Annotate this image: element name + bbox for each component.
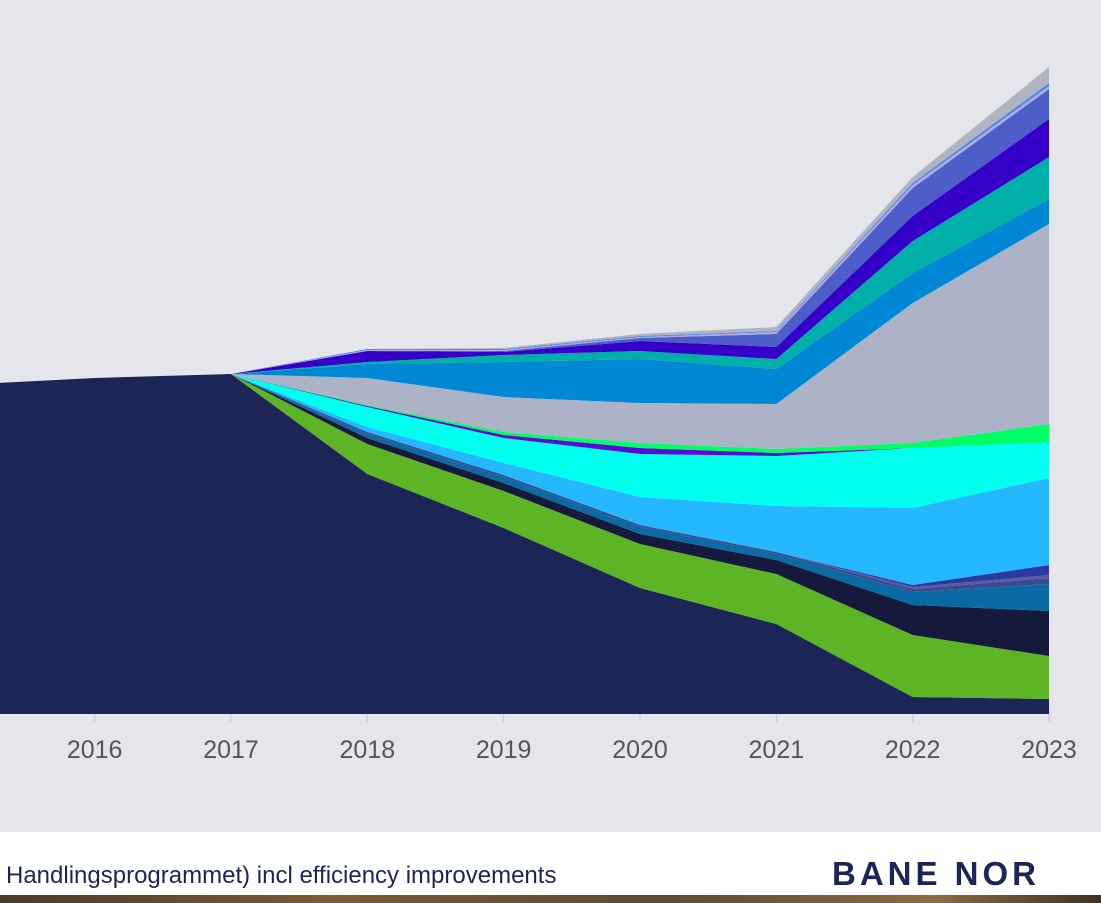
x-tick-label-2023: 2023 (1021, 736, 1077, 764)
footer: Handlingsprogrammet) incl efficiency imp… (0, 832, 1101, 895)
area-series-2 (0, 374, 1049, 699)
x-tick-label-2019: 2019 (476, 736, 532, 764)
area-series-8 (0, 374, 1049, 585)
area-series-11 (0, 374, 1049, 453)
x-tick-label-2021: 2021 (749, 736, 805, 764)
bottom-strip (0, 895, 1101, 903)
stacked-area-chart: 2016 2017 2018 2019 2020 2021 2022 2023 (0, 67, 1077, 764)
area-series-13 (0, 199, 1049, 404)
area-series-1 (0, 374, 1049, 714)
x-tick-label-2017: 2017 (203, 736, 259, 764)
area-series-12 (0, 224, 1049, 449)
area-series-9 (0, 374, 1049, 508)
x-tick-label-2020: 2020 (612, 736, 668, 764)
logo-text: BANE NOR (832, 855, 1040, 890)
x-tick-label-2018: 2018 (340, 736, 396, 764)
x-tick-label-2016: 2016 (67, 736, 123, 764)
area-series-3 (0, 374, 1049, 656)
area-series-5 (0, 374, 1049, 592)
bane-nor-logo: BANE NOR (832, 855, 1040, 890)
chart-svg: 2016 2017 2018 2019 2020 2021 2022 2023 (0, 67, 1077, 764)
area-series-10 (0, 374, 1049, 456)
x-tick-label-2022: 2022 (885, 736, 941, 764)
footer-caption: Handlingsprogrammet) incl efficiency imp… (6, 862, 557, 889)
